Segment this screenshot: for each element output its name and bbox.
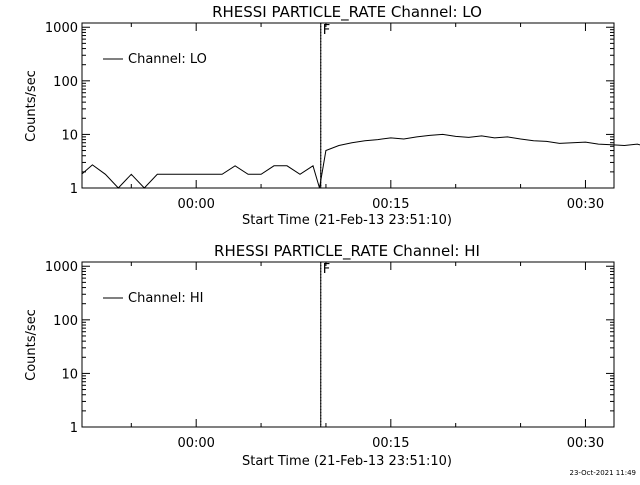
y-tick-label-hi: 1 <box>70 421 78 436</box>
y-tick-label-hi: 1000 <box>45 260 78 275</box>
x-tick-label-hi: 00:30 <box>567 436 604 451</box>
y-tick-label-lo: 100 <box>53 75 78 90</box>
y-tick-label-lo: 1 <box>70 182 78 197</box>
y-tick-label-lo: 10 <box>61 128 78 143</box>
marker-label-F-lo: F <box>323 23 330 38</box>
event-markers-hi: FSE <box>320 262 330 427</box>
series-line-lo <box>81 133 640 189</box>
y-tick-label-hi: 100 <box>53 314 78 329</box>
legend-lo: Channel: LO <box>103 52 207 67</box>
marker-label-F-hi: F <box>323 262 330 277</box>
legend-label-hi: Channel: HI <box>128 291 204 306</box>
x-axis-label-hi: Start Time (21-Feb-13 23:51:10) <box>242 454 452 469</box>
x-tick-label-hi: 00:15 <box>372 436 409 451</box>
panel-lo: RHESSI PARTICLE_RATE Channel: LO FSE 1 10… <box>24 3 640 228</box>
x-tick-label-lo: 00:15 <box>372 197 409 212</box>
plot-frame-hi <box>81 261 615 428</box>
y-tick-label-lo: 1000 <box>45 21 78 36</box>
y-axis-label-hi: Counts/sec <box>24 309 39 381</box>
y-axis-label-lo: Counts/sec <box>24 70 39 142</box>
footer-timestamp: 23-Oct-2021 11:49 <box>570 469 636 477</box>
x-tick-label-lo: 00:30 <box>567 197 604 212</box>
x-tick-label-lo: 00:00 <box>177 197 214 212</box>
legend-hi: Channel: HI <box>103 291 204 306</box>
legend-label-lo: Channel: LO <box>128 52 207 67</box>
y-axis-ticks-hi: 1 10 100 1000 <box>45 260 614 436</box>
chart-title-hi: RHESSI PARTICLE_RATE Channel: HI <box>214 242 480 261</box>
event-markers-lo: FSE <box>320 23 330 188</box>
chart-title-lo: RHESSI PARTICLE_RATE Channel: LO <box>212 3 482 22</box>
y-tick-label-hi: 10 <box>61 367 78 382</box>
x-axis-label-lo: Start Time (21-Feb-13 23:51:10) <box>242 213 452 228</box>
x-tick-label-hi: 00:00 <box>177 436 214 451</box>
y-axis-ticks-lo: 1 10 100 1000 <box>45 21 614 197</box>
panel-hi: RHESSI PARTICLE_RATE Channel: HI FSE 1 10… <box>24 242 615 469</box>
plot-frame-lo <box>81 22 615 189</box>
